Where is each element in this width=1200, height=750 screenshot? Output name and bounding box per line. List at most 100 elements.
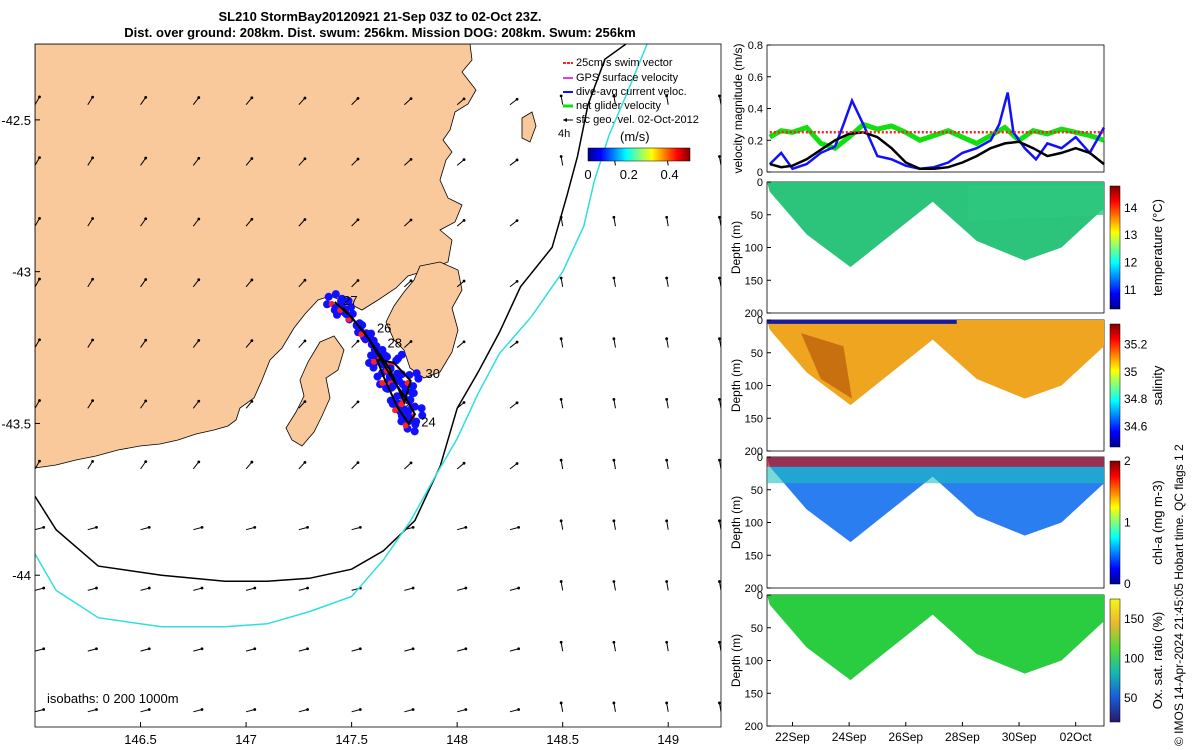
sfc-arrow-head (147, 525, 151, 529)
sfc-arrow (87, 587, 97, 591)
sfc-arrow-head (197, 339, 201, 342)
sfc-arrow-head (144, 95, 148, 99)
sfc-arrow-head (95, 586, 98, 590)
sfc-arrow-head (358, 525, 362, 529)
section-data-fill (767, 595, 1104, 681)
sfc-arrow-head (409, 461, 413, 465)
sfc-arrow (509, 463, 518, 470)
sfc-arrow-head (718, 580, 721, 583)
sfc-arrow (193, 587, 203, 591)
legend-label-sfc: sfc geo. vel. 02-Oct-2012 (576, 114, 699, 126)
sfc-arrow (140, 461, 147, 470)
sfc-arrow-head (38, 216, 41, 220)
swim-mark (392, 407, 399, 414)
dive-avg-mark (392, 371, 401, 380)
sfc-arrow-head (356, 96, 360, 100)
sfc-arrow-head (144, 217, 148, 221)
legend-label-gps: GPS surface velocity (576, 72, 679, 84)
sfc-arrow (298, 158, 306, 166)
colorbar-tick-label: 34.8 (1124, 392, 1148, 406)
sfc-arrow-head (559, 580, 563, 583)
section-ytick-label: 200 (745, 446, 763, 458)
sfc-arrow-head (559, 398, 563, 401)
sfc-arrow (404, 709, 414, 713)
dive-avg-mark (412, 369, 421, 378)
sfc-arrow (140, 218, 147, 227)
sfc-arrow (560, 520, 564, 530)
sfc-arrow-head (462, 340, 466, 344)
section-ytick-label: 50 (751, 210, 763, 222)
isobath-200m (35, 44, 627, 583)
sfc-arrow (457, 587, 466, 591)
sfc-arrow-head (462, 218, 466, 222)
sfc-arrow (456, 280, 465, 288)
colorbar-tick-label: 11 (1124, 283, 1137, 297)
sfc-arrow-head (411, 586, 415, 590)
sfc-arrow (192, 400, 200, 409)
sfc-arrow (666, 460, 669, 470)
sfc-arrow-head (144, 156, 148, 160)
colorbar-tick-label: 34.6 (1124, 420, 1148, 434)
sfc-arrow-head (200, 525, 204, 529)
dive-avg-mark (367, 329, 376, 338)
section-patch (968, 185, 1104, 222)
section-ytick-label: 150 (745, 550, 763, 562)
velocity-ylabel: velocity magnitude (m/s) (731, 43, 745, 173)
section-colorbar-label: salinity (1150, 365, 1165, 405)
sfc-arrow-head (200, 647, 204, 651)
sfc-arrow (298, 462, 306, 470)
sfc-arrow-head (200, 708, 204, 711)
sfc-arrow (87, 278, 94, 288)
swim-mark (358, 331, 365, 338)
sfc-arrow (666, 520, 669, 530)
colorbar-tick-label: 35.2 (1124, 338, 1148, 352)
section-ytick-label: 200 (745, 583, 763, 595)
sfc-arrow (245, 587, 255, 591)
sfc-arrow-head (612, 640, 616, 644)
sfc-arrow (298, 340, 306, 348)
sfc-arrow (509, 159, 518, 166)
sfc-arrow (87, 461, 94, 470)
section-xtick-label: 24Sep (832, 730, 867, 744)
map-frame (34, 43, 722, 728)
sfc-arrow-head (91, 277, 95, 281)
sfc-arrow-head (665, 398, 669, 401)
sfc-arrow-head (250, 217, 254, 221)
sfc-arrow (140, 709, 150, 713)
colorbar-label: (m/s) (620, 129, 650, 144)
sfc-arrow (140, 648, 150, 652)
sfc-arrow-head (144, 460, 148, 464)
section-ylabel: Depth (m) (729, 634, 743, 687)
dive-avg-mark (400, 405, 409, 414)
sfc-arrow (509, 526, 519, 531)
sfc-arrow (245, 279, 253, 288)
sfc-arrow-head (356, 157, 360, 161)
sfc-arrow-head (665, 337, 669, 341)
sfc-arrow-head (559, 94, 563, 98)
sfc-arrow (560, 277, 564, 287)
sfc-arrow-head (464, 647, 468, 651)
legend-arrow-label: 4h (558, 128, 570, 140)
sfc-arrow-head (197, 217, 201, 221)
sfc-arrow (245, 401, 253, 409)
sfc-arrow-head (253, 647, 257, 651)
dive-avg-mark (331, 290, 340, 299)
section-patch (800, 333, 852, 399)
sfc-arrow (192, 218, 200, 227)
sfc-arrow (456, 159, 465, 166)
colorbar-tick-label: 13 (1124, 228, 1138, 242)
section-ytick-label: 100 (745, 656, 763, 668)
legend-net-glider: net glider velocity (563, 100, 661, 112)
map-xtick-label: 147 (235, 732, 257, 747)
sfc-arrow-head (665, 640, 669, 644)
legend-dive-avg: dive-avg current veloc. (563, 86, 687, 98)
sfc-arrow (35, 218, 40, 227)
sfc-arrow (298, 526, 308, 531)
sfc-arrow-head (665, 519, 669, 523)
dive-avg-mark (417, 404, 426, 413)
sfc-arrow-head (303, 400, 307, 404)
sfc-arrow-head (612, 701, 616, 705)
section-ytick-label: 100 (745, 518, 763, 530)
sfc-arrow (87, 157, 94, 166)
